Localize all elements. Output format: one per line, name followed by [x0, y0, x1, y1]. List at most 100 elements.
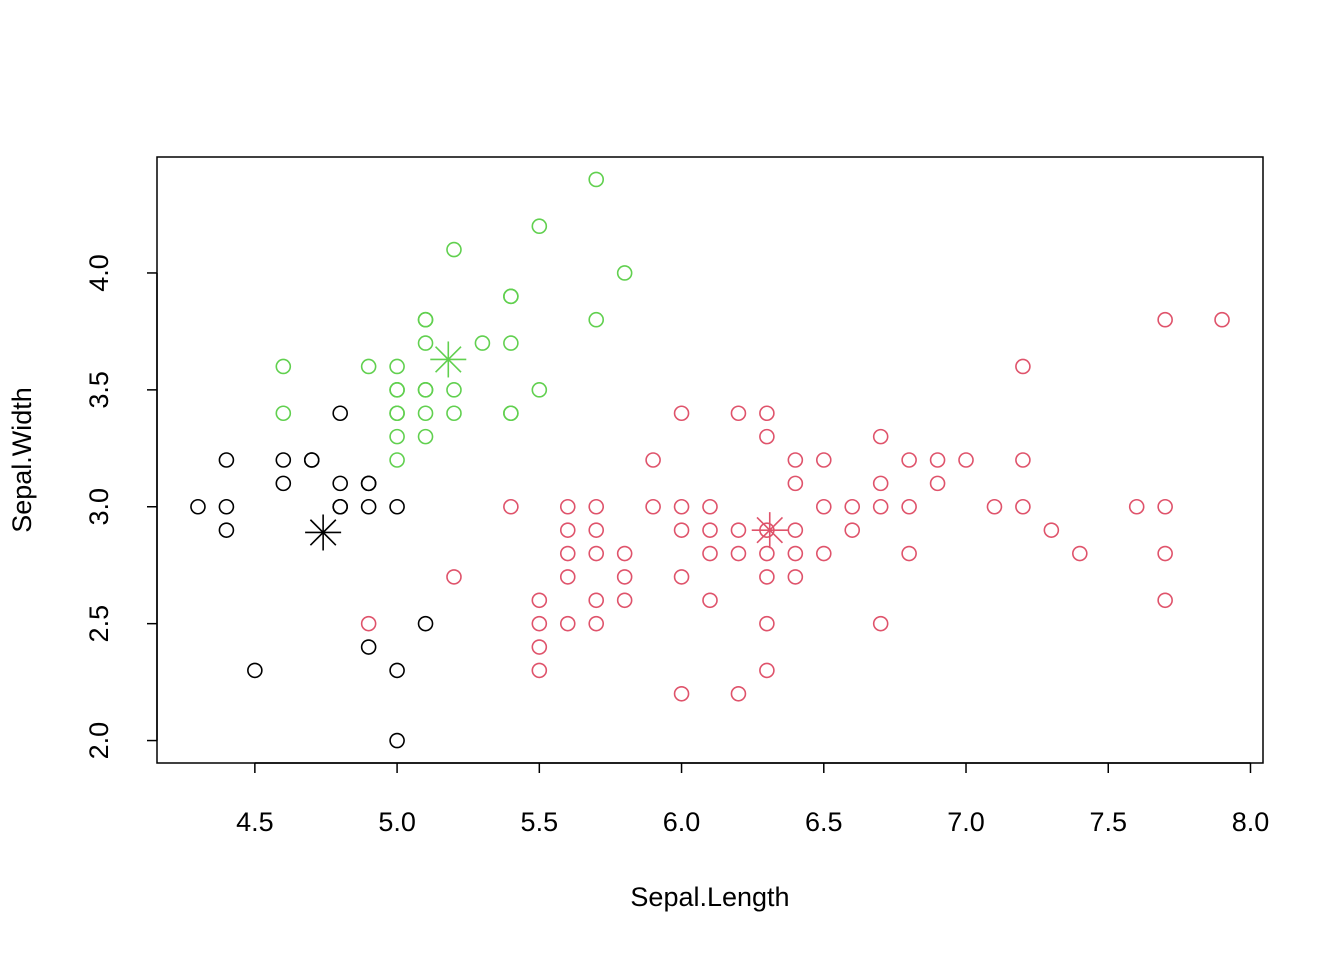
x-tick-label: 6.5 — [805, 807, 843, 837]
point — [588, 615, 605, 632]
point — [389, 732, 405, 749]
point — [787, 569, 804, 585]
point — [815, 498, 832, 515]
point — [275, 452, 292, 468]
point — [190, 498, 206, 515]
point — [1015, 452, 1031, 468]
point — [673, 569, 690, 585]
point — [616, 569, 633, 585]
point — [616, 265, 633, 281]
point — [901, 498, 917, 515]
point — [1015, 498, 1031, 515]
point — [559, 545, 576, 562]
x-tick-label: 8.0 — [1232, 807, 1270, 837]
point — [218, 522, 235, 538]
point — [360, 475, 377, 492]
point — [503, 335, 519, 351]
point — [645, 498, 661, 515]
point — [673, 405, 690, 422]
point — [389, 498, 405, 515]
point — [303, 452, 320, 468]
point — [1015, 358, 1031, 375]
point — [588, 171, 605, 188]
point — [417, 615, 434, 632]
point — [588, 522, 605, 538]
point — [872, 615, 889, 632]
point — [389, 452, 405, 468]
point — [503, 288, 519, 305]
centroid-stroke — [435, 346, 462, 373]
point — [474, 335, 491, 351]
point — [759, 569, 775, 585]
y-tick-label: 4.0 — [84, 254, 114, 292]
point — [702, 522, 718, 538]
point — [815, 452, 832, 468]
centroid-marker — [430, 341, 467, 378]
point — [531, 662, 548, 679]
point — [417, 382, 434, 398]
point — [389, 428, 405, 445]
point — [559, 498, 576, 515]
point — [673, 498, 690, 515]
point — [446, 382, 462, 398]
point — [1128, 498, 1145, 515]
point — [759, 545, 775, 562]
point — [389, 358, 405, 375]
point — [332, 475, 348, 492]
point — [332, 498, 348, 515]
point — [815, 545, 832, 562]
centroid-marker — [751, 512, 788, 549]
y-tick-label: 2.0 — [84, 722, 114, 760]
point — [901, 452, 917, 468]
point — [559, 569, 576, 585]
point — [1157, 592, 1173, 609]
point — [389, 405, 405, 422]
point — [360, 498, 377, 515]
x-tick-label: 7.0 — [947, 807, 985, 837]
point — [901, 545, 917, 562]
point — [389, 662, 405, 679]
point — [787, 475, 804, 492]
point — [417, 311, 434, 328]
point — [218, 498, 235, 515]
centroid-stroke — [756, 516, 784, 544]
point — [559, 522, 576, 538]
point — [275, 358, 292, 375]
centroid-marker — [305, 514, 342, 551]
point — [247, 662, 263, 679]
y-tick-label: 3.5 — [84, 371, 114, 409]
point — [730, 405, 747, 422]
point — [446, 241, 462, 258]
point — [446, 569, 462, 585]
point — [929, 452, 946, 468]
y-axis-title: Sepal.Width — [7, 387, 37, 533]
point — [759, 662, 775, 679]
point — [730, 685, 747, 702]
point — [332, 405, 348, 422]
point — [759, 405, 775, 422]
point — [417, 428, 434, 445]
point — [616, 592, 633, 609]
point — [872, 498, 889, 515]
point — [503, 498, 519, 515]
point — [702, 545, 718, 562]
point — [759, 615, 775, 632]
point — [787, 522, 804, 538]
point — [702, 592, 718, 609]
plot-frame — [156, 156, 1264, 764]
point — [360, 358, 377, 375]
x-tick-label: 6.0 — [663, 807, 701, 837]
y-tick-label: 2.5 — [84, 605, 114, 643]
point — [503, 405, 519, 422]
point — [360, 615, 377, 632]
point — [588, 545, 605, 562]
centroid-stroke — [309, 519, 337, 546]
point — [645, 452, 661, 468]
point — [588, 498, 605, 515]
point — [360, 639, 377, 655]
point — [275, 405, 292, 422]
point — [673, 522, 690, 538]
point — [844, 522, 861, 538]
point — [986, 498, 1003, 515]
